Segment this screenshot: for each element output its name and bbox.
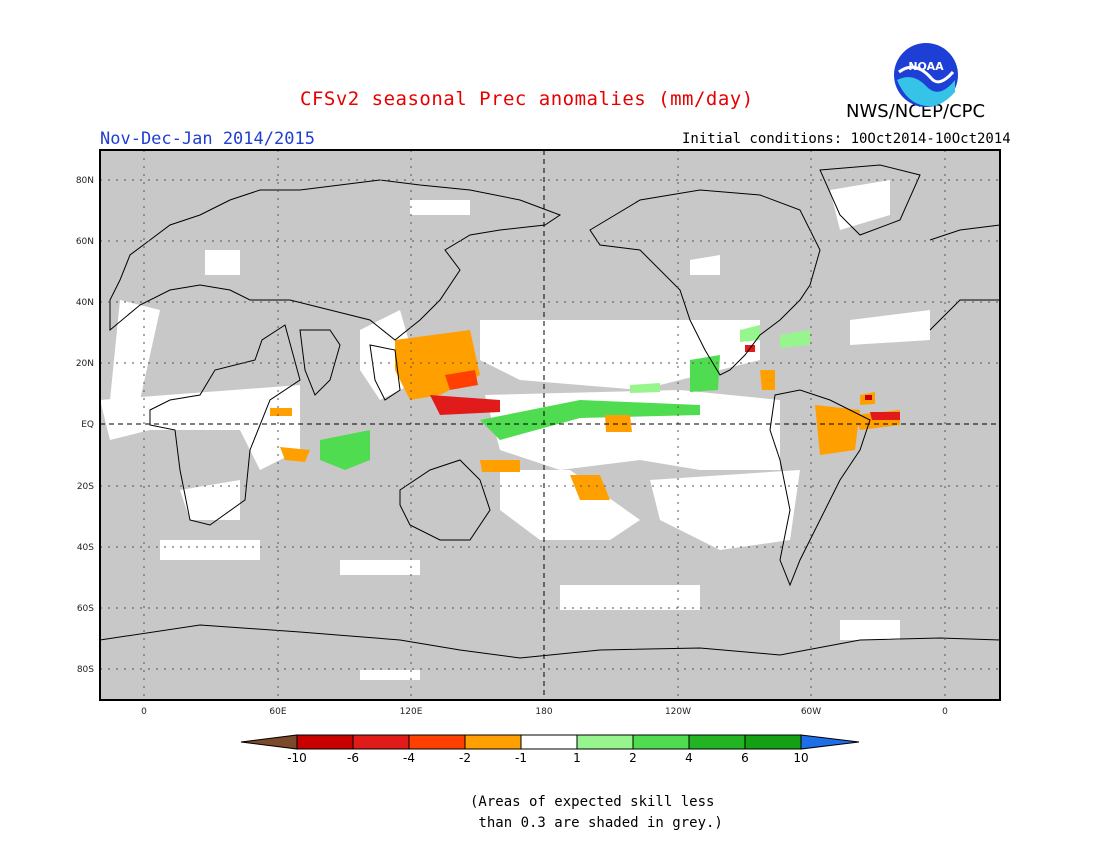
lat-tick: 60N xyxy=(76,237,94,247)
colorbar-label: -6 xyxy=(347,751,359,765)
colorbar-segment xyxy=(744,734,802,750)
agency-label: NWS/NCEP/CPC xyxy=(846,101,986,122)
skill-note-line2: than 0.3 are shaded in grey.) xyxy=(470,815,723,831)
colorbar-segment xyxy=(408,734,466,750)
lat-tick: EQ xyxy=(81,420,94,430)
noaa-logo: NOAA xyxy=(894,43,958,107)
colorbar-segment xyxy=(632,734,690,750)
colorbar-label: 2 xyxy=(629,751,637,765)
latitude-ticks: 80N 60N 40N 20N EQ 20S 40S 60S 80S xyxy=(76,176,94,675)
colorbar-segment xyxy=(352,734,410,750)
colorbar-segment xyxy=(688,734,746,750)
reference-lines xyxy=(100,150,1000,700)
lon-tick: 180 xyxy=(535,707,552,717)
lat-tick: 40S xyxy=(77,543,94,553)
graticule xyxy=(100,150,1000,700)
wet-anomalies xyxy=(320,325,810,470)
coastlines xyxy=(99,164,1001,659)
map-frame xyxy=(99,149,1001,701)
colorbar-label: -4 xyxy=(403,751,415,765)
lat-tick: 80N xyxy=(76,176,94,186)
colorbar-label: 4 xyxy=(685,751,693,765)
lon-tick: 0 xyxy=(942,707,948,717)
dry-anomalies xyxy=(270,330,900,500)
colorbar-arrow-right xyxy=(800,734,860,750)
colorbar-label: -1 xyxy=(515,751,527,765)
colorbar: -10 -6 -4 -2 -1 1 2 4 6 10 xyxy=(240,734,860,765)
colorbar-label: 10 xyxy=(793,751,808,765)
lon-tick: 60W xyxy=(801,707,821,717)
colorbar-label: -10 xyxy=(287,751,307,765)
colorbar-segment xyxy=(464,734,522,750)
colorbar-label: 6 xyxy=(741,751,749,765)
colorbar-segment xyxy=(296,734,354,750)
colorbar-segment xyxy=(520,734,578,750)
colorbar-arrow-left xyxy=(240,734,298,750)
forecast-period: Nov-Dec-Jan 2014/2015 xyxy=(100,129,315,149)
colorbar-segment xyxy=(576,734,634,750)
skill-note-line1: (Areas of expected skill less xyxy=(470,794,715,810)
lon-tick: 120W xyxy=(665,707,691,717)
colorbar-label: 1 xyxy=(573,751,581,765)
initial-conditions: Initial conditions: 10Oct2014-10Oct2014 xyxy=(682,131,1011,147)
lat-tick: 60S xyxy=(77,604,94,614)
lon-tick: 60E xyxy=(269,707,286,717)
chart-title: CFSv2 seasonal Prec anomalies (mm/day) xyxy=(300,88,754,110)
longitude-ticks: 0 60E 120E 180 120W 60W 0 xyxy=(141,707,948,717)
lat-tick: 20S xyxy=(77,482,94,492)
lon-tick: 120E xyxy=(400,707,423,717)
lat-tick: 20N xyxy=(76,359,94,369)
logo-text: NOAA xyxy=(908,60,944,73)
lat-tick: 40N xyxy=(76,298,94,308)
lat-tick: 80S xyxy=(77,665,94,675)
skill-note: (Areas of expected skill less than 0.3 a… xyxy=(470,792,730,834)
colorbar-label: -2 xyxy=(459,751,471,765)
lon-tick: 0 xyxy=(141,707,147,717)
